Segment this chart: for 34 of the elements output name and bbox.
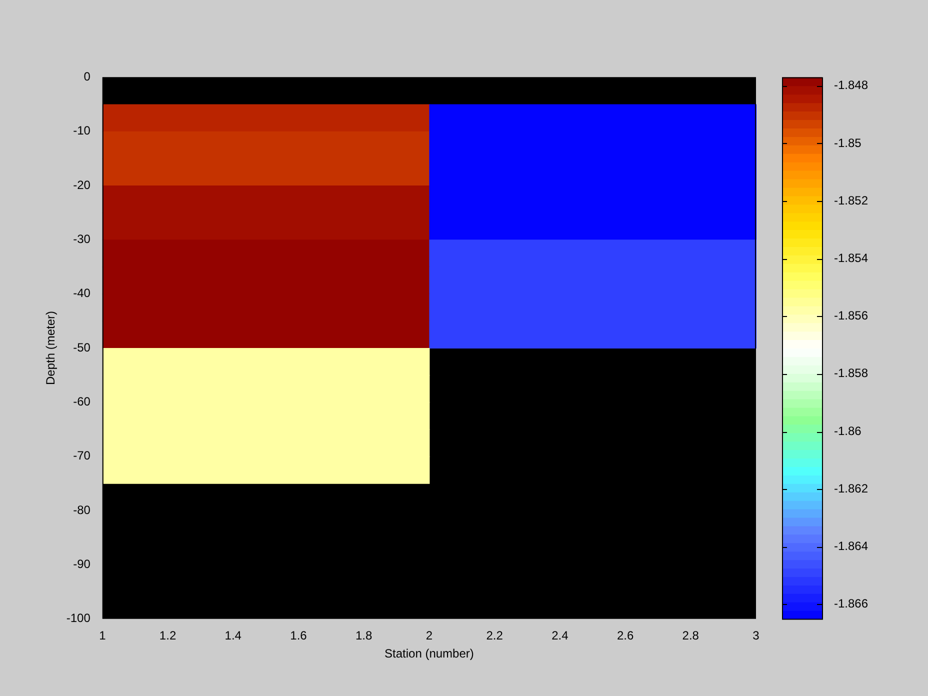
color-bar-label: -1.856 bbox=[834, 308, 868, 323]
color-bar-label: -1.85 bbox=[834, 136, 862, 150]
x-axis-title: Station (number) bbox=[384, 646, 474, 661]
x-tick-label: 1.2 bbox=[159, 628, 176, 642]
color-bar-label: -1.848 bbox=[834, 78, 868, 92]
color-bar-label: -1.858 bbox=[834, 366, 868, 380]
color-bar-label: -1.864 bbox=[834, 539, 868, 554]
x-tick-label: 2.4 bbox=[552, 628, 569, 642]
y-tick-label: -20 bbox=[73, 178, 91, 192]
color-bar-label: -1.862 bbox=[834, 481, 868, 496]
color-bar-label: -1.866 bbox=[834, 596, 868, 611]
x-tick-label: 3 bbox=[752, 628, 760, 642]
y-tick-label: 0 bbox=[84, 70, 91, 84]
x-tick-label: 1.6 bbox=[290, 628, 308, 642]
y-tick-label: -10 bbox=[73, 124, 91, 138]
y-tick-label: -30 bbox=[73, 232, 91, 246]
color-bar-label: -1.854 bbox=[834, 251, 868, 266]
y-axis-title: Depth (meter) bbox=[44, 310, 58, 386]
x-tick-label: 2.2 bbox=[486, 628, 504, 642]
y-tick-label: -50 bbox=[73, 340, 91, 354]
x-tick-label: 1 bbox=[99, 628, 106, 642]
y-tick-label: -70 bbox=[73, 448, 91, 463]
y-tick-label: -100 bbox=[66, 611, 91, 626]
color-bar-label: -1.852 bbox=[834, 193, 868, 208]
color-bar-label: -1.86 bbox=[834, 424, 862, 438]
x-tick-label: 1.4 bbox=[224, 628, 242, 642]
x-tick-label: 1.8 bbox=[356, 628, 373, 642]
x-tick-label: 2 bbox=[426, 628, 433, 642]
y-tick-label: -90 bbox=[73, 556, 91, 571]
y-tick-label: -60 bbox=[73, 394, 91, 408]
y-tick-label: -80 bbox=[73, 502, 91, 517]
y-tick-label: -40 bbox=[73, 286, 91, 300]
x-tick-label: 2.6 bbox=[616, 628, 634, 642]
x-tick-label: 2.8 bbox=[682, 628, 700, 642]
